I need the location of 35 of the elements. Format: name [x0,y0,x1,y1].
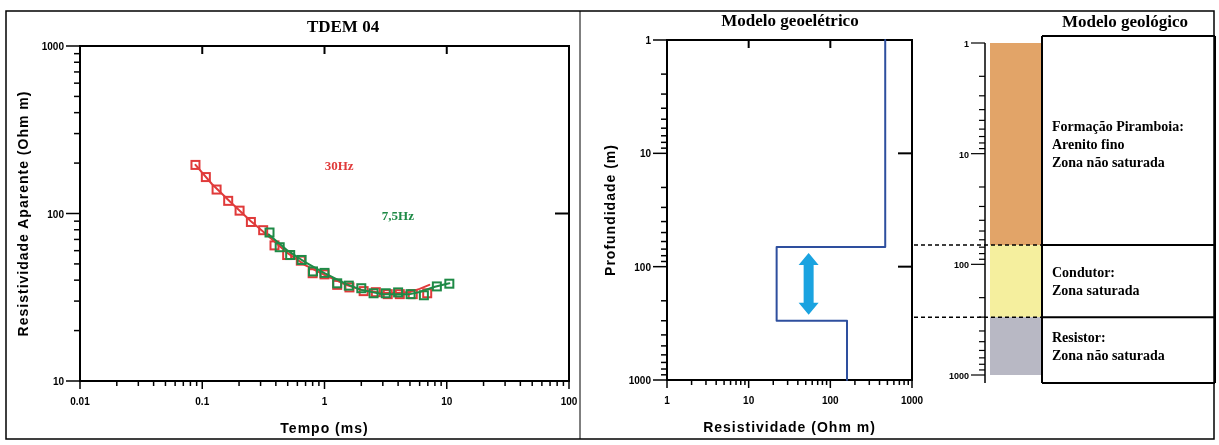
annotation: Formação Piramboia: Arenito fino Zona não saturada [1052,119,1184,171]
y-tick-label: 1000 [41,41,65,52]
x-tick-label: 10 [743,395,755,406]
y-tick-label: 10 [958,149,969,160]
x-tick-label: 1 [664,395,671,406]
x-axis-title: Tempo (ms) [280,420,369,436]
x-tick-label: 0.01 [70,396,91,407]
y-tick-label: 1 [963,39,969,49]
x-tick-label: 100 [560,396,578,407]
y-axis-title: Resistividade Aparente (Ohm m) [15,90,31,337]
y-tick-label: 100 [634,261,652,273]
x-tick-label: 1 [321,396,328,407]
y-tick-label: 10 [639,148,652,160]
x-axis-title: Resistividade (Ohm m) [703,419,876,435]
x-tick-label: 0.1 [195,396,210,407]
chart-title: Modelo geoelétrico [721,11,859,30]
x-tick-label: 100 [821,395,840,406]
bar [990,43,1042,246]
x-tick-label: 10 [441,396,453,407]
text: 30Hz [324,157,354,173]
bar [990,245,1042,318]
y-tick-label: 10 [52,376,65,387]
y-tick-label: 100 [953,260,969,271]
text: 7,5Hz [381,208,415,224]
y-tick-label: 1000 [948,371,969,381]
y-tick-label: 1 [645,35,652,46]
y-tick-label: 1000 [628,375,652,386]
y-tick-label: 100 [47,208,65,220]
chart-title: TDEM 04 [306,17,380,36]
annotation: Condutor: Zona saturada [1052,265,1140,299]
bar [990,317,1042,375]
chart-title: Modelo geológico [1061,12,1189,31]
x-tick-label: 1000 [900,395,924,406]
y-axis-title: Profundidade (m) [602,144,618,276]
annotation: Resistor: Zona não saturada [1052,330,1165,364]
